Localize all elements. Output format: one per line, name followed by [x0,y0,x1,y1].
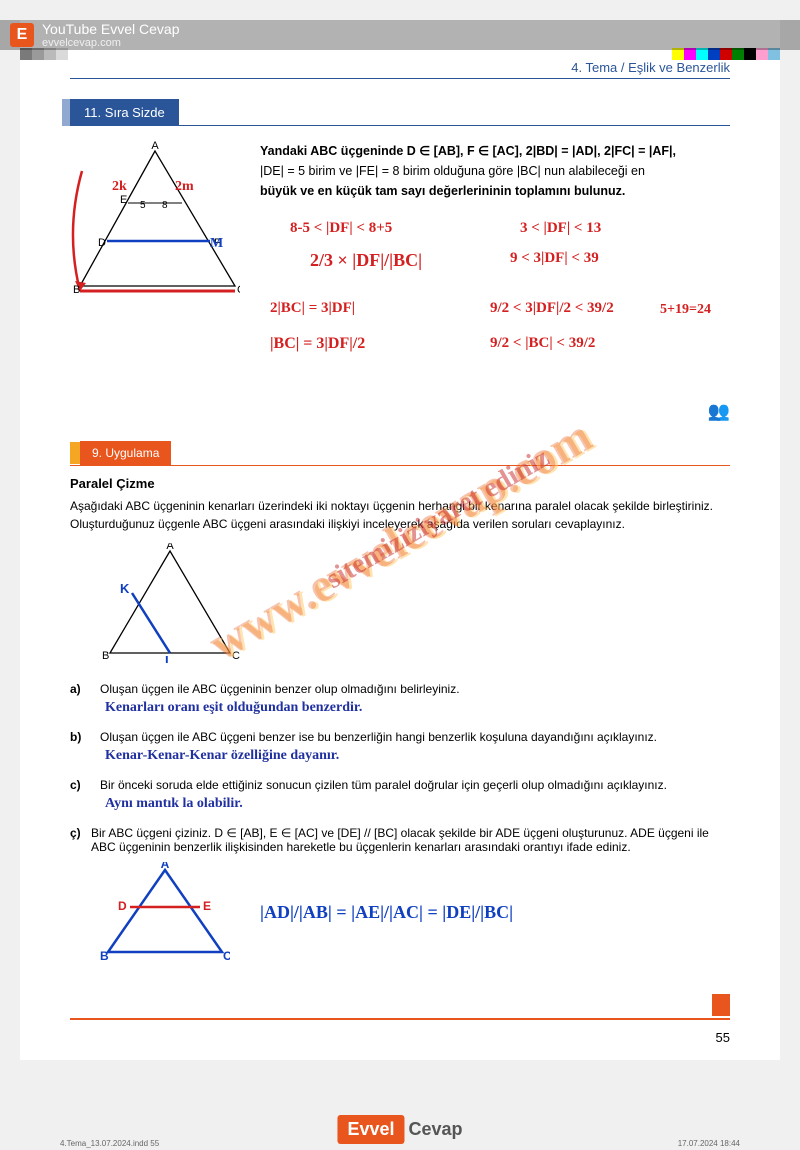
svg-text:B: B [100,949,109,962]
answer-c: Aynı mantık la olabilir. [105,796,730,812]
intro-text: Aşağıdaki ABC üçgeninin kenarları üzerin… [70,497,730,533]
question-d: ç) Bir ABC üçgeni çiziniz. D ∈ [AB], E ∈… [70,826,730,854]
handwork: |BC| = 3|DF|/2 [270,335,365,353]
page-number: 55 [716,1030,730,1045]
svg-text:E: E [120,194,127,206]
svg-text:A: A [151,141,159,152]
section-tab-9: 9. Uygulama [80,441,171,465]
svg-text:B: B [73,284,80,296]
handwork: 3 < |DF| < 13 [520,220,601,237]
question-c: c) Bir önceki soruda elde ettiğiniz sonu… [70,778,730,792]
svg-text:C: C [237,284,240,296]
handwork: 9/2 < |BC| < 39/2 [490,335,595,352]
triangle-diagram-2: A B C K L [100,543,730,668]
svg-text:D: D [98,237,106,249]
svg-text:5: 5 [140,200,146,211]
footer-marker [712,994,730,1016]
print-registration-marks [0,48,800,68]
top-bar-title: YouTube Evvel Cevap evvelcevap.com [42,21,180,49]
textbook-page: 4. Tema / Eşlik ve Benzerlik 11. Sıra Si… [20,20,780,1060]
svg-text:8: 8 [162,200,168,211]
answer-d: |AD|/|AB| = |AE|/|AC| = |DE|/|BC| [260,902,513,923]
triangle-diagram-3: A B C D E [100,862,230,962]
svg-text:E: E [203,899,211,913]
svg-text:B: B [102,650,109,662]
svg-text:L: L [165,653,173,663]
handwork: 5+19=24 [660,302,711,318]
triangle-diagram-1: A B C D F E 5 8 2k 2m M [70,141,240,306]
svg-text:A: A [166,543,174,552]
svg-text:K: K [120,581,130,596]
question-b: b) Oluşan üçgen ile ABC üçgeni benzer is… [70,730,730,744]
answer-a: Kenarları oranı eşit olduğundan benzerdi… [105,700,730,716]
handwork: 8-5 < |DF| < 8+5 [290,220,392,237]
answer-b: Kenar-Kenar-Kenar özelliğine dayanır. [105,748,730,764]
logo-icon: E [10,23,34,47]
handwork: 2/3 × |DF|/|BC| [310,250,422,271]
handwork: 9 < 3|DF| < 39 [510,250,599,267]
question-a: a) Oluşan üçgen ile ABC üçgeninin benzer… [70,682,730,696]
footer-rule [70,1018,730,1020]
question-d-work: A B C D E |AD|/|AB| = |AE|/|AC| = |DE|/|… [100,862,730,962]
section-tab-11: 11. Sıra Sizde [70,99,179,126]
svg-text:C: C [223,949,230,962]
handwork: 9/2 < 3|DF|/2 < 39/2 [490,300,614,317]
section-9: 9. Uygulama 👥 Paralel Çizme Aşağıdaki AB… [70,401,730,962]
top-bar: E YouTube Evvel Cevap evvelcevap.com [0,20,800,50]
svg-text:C: C [232,650,240,662]
subheading: Paralel Çizme [70,476,730,491]
svg-text:D: D [118,899,127,913]
handwork: 2|BC| = 3|DF| [270,300,355,317]
problem-11: A B C D F E 5 8 2k 2m M Yandaki ABC üçge… [70,141,730,306]
svg-text:A: A [161,862,170,871]
